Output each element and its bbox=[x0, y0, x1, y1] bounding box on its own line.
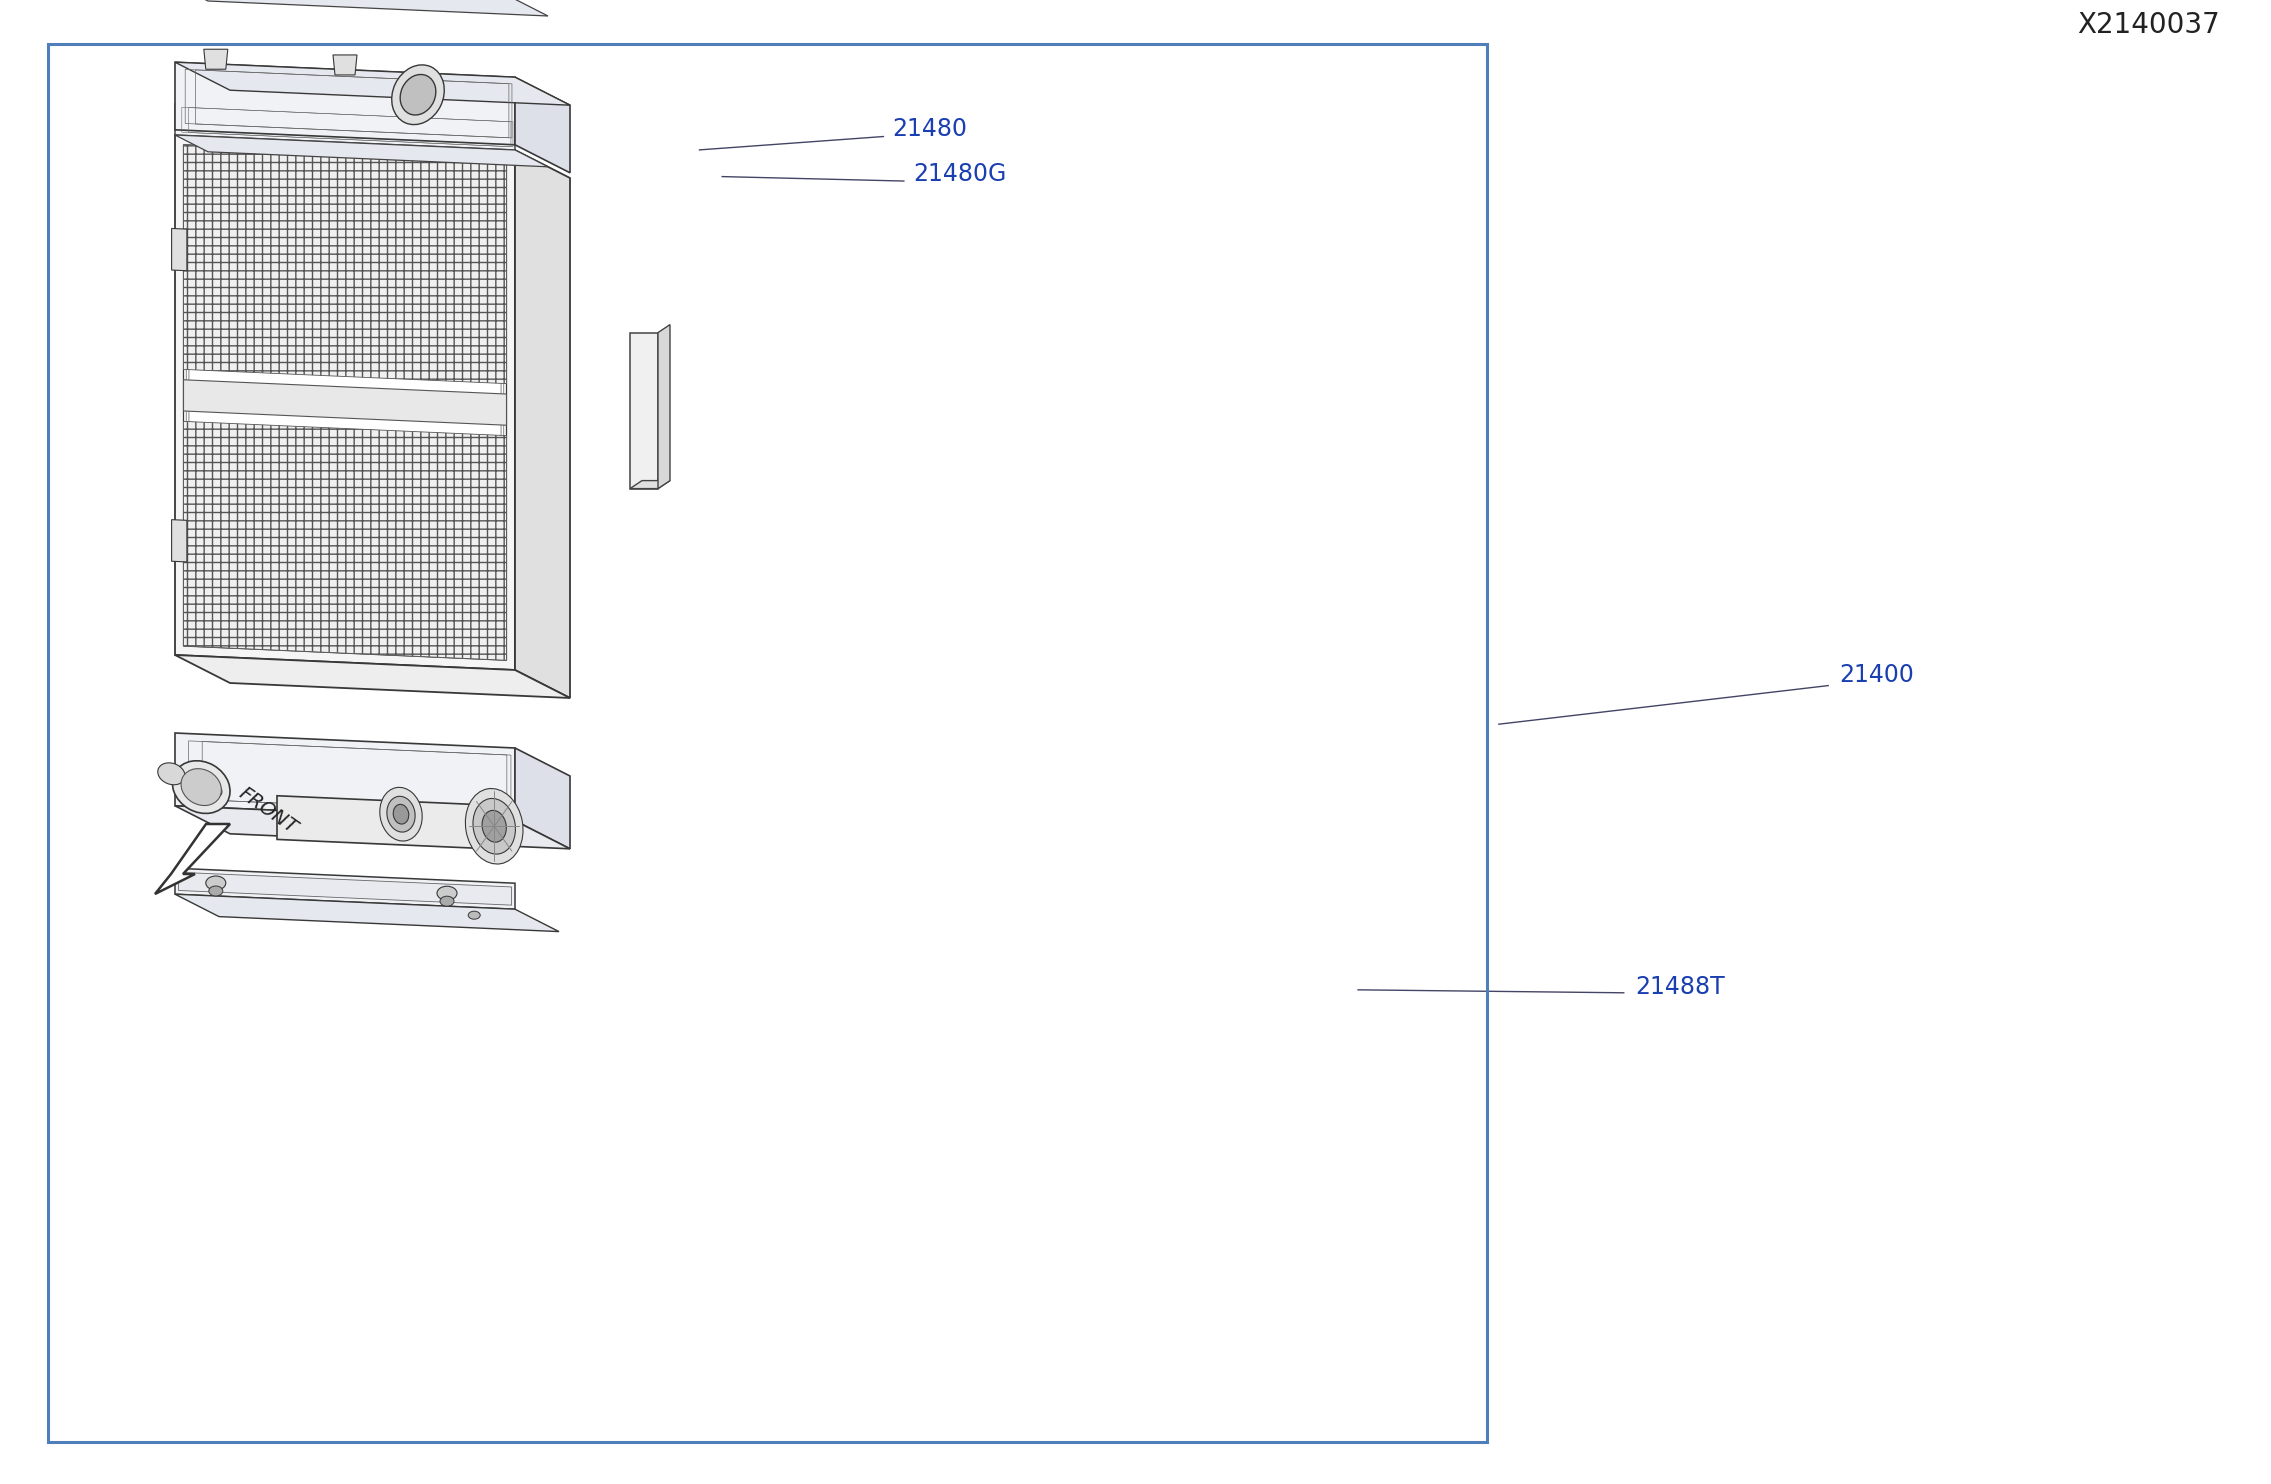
Polygon shape bbox=[175, 62, 570, 105]
Ellipse shape bbox=[202, 782, 223, 798]
Ellipse shape bbox=[441, 896, 454, 907]
Polygon shape bbox=[175, 868, 516, 910]
Polygon shape bbox=[175, 0, 547, 16]
Text: 21488T: 21488T bbox=[1635, 975, 1726, 999]
Ellipse shape bbox=[379, 788, 422, 841]
Polygon shape bbox=[175, 733, 516, 821]
Polygon shape bbox=[516, 150, 570, 697]
Ellipse shape bbox=[393, 804, 409, 824]
Ellipse shape bbox=[173, 761, 229, 813]
Polygon shape bbox=[516, 77, 570, 172]
Text: 21400: 21400 bbox=[1840, 663, 1914, 687]
Polygon shape bbox=[334, 55, 357, 74]
Polygon shape bbox=[175, 135, 547, 166]
Text: X2140037: X2140037 bbox=[2078, 10, 2221, 39]
Ellipse shape bbox=[472, 798, 516, 855]
Polygon shape bbox=[175, 654, 570, 697]
Ellipse shape bbox=[182, 769, 220, 806]
Polygon shape bbox=[173, 229, 186, 270]
Polygon shape bbox=[277, 795, 497, 849]
Polygon shape bbox=[204, 49, 227, 70]
Polygon shape bbox=[154, 824, 229, 893]
Polygon shape bbox=[184, 421, 506, 660]
Text: 21480G: 21480G bbox=[913, 162, 1006, 186]
Ellipse shape bbox=[468, 911, 479, 919]
Polygon shape bbox=[629, 332, 659, 488]
Ellipse shape bbox=[209, 886, 223, 896]
Polygon shape bbox=[184, 380, 506, 426]
Polygon shape bbox=[184, 145, 506, 660]
Ellipse shape bbox=[466, 788, 522, 864]
Polygon shape bbox=[659, 325, 670, 488]
Polygon shape bbox=[173, 519, 186, 562]
Text: FRONT: FRONT bbox=[234, 784, 300, 838]
Polygon shape bbox=[175, 104, 516, 150]
Ellipse shape bbox=[157, 763, 184, 785]
Ellipse shape bbox=[481, 810, 506, 843]
Ellipse shape bbox=[436, 886, 456, 901]
Polygon shape bbox=[516, 748, 570, 849]
Polygon shape bbox=[184, 145, 506, 384]
Ellipse shape bbox=[400, 74, 436, 116]
Polygon shape bbox=[175, 62, 516, 145]
Polygon shape bbox=[175, 135, 516, 669]
Polygon shape bbox=[175, 806, 570, 849]
Polygon shape bbox=[629, 481, 670, 488]
Ellipse shape bbox=[207, 876, 225, 890]
Polygon shape bbox=[175, 895, 559, 932]
Text: 21480: 21480 bbox=[893, 117, 967, 141]
Ellipse shape bbox=[391, 65, 445, 125]
Polygon shape bbox=[179, 873, 511, 905]
Ellipse shape bbox=[386, 797, 416, 833]
